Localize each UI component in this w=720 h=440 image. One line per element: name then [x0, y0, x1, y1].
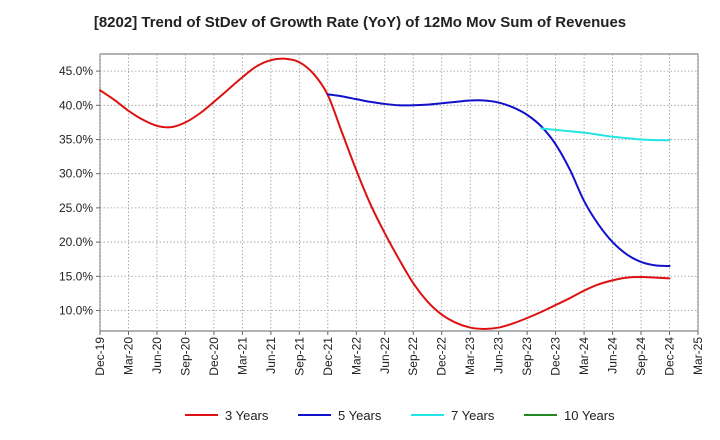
y-tick-label: 45.0% [59, 64, 93, 78]
x-tick-label: Sep-24 [634, 337, 648, 376]
y-tick-label: 20.0% [59, 235, 93, 249]
chart-title: [8202] Trend of StDev of Growth Rate (Yo… [93, 14, 627, 31]
x-tick-label: Mar-21 [235, 337, 249, 375]
y-axis: 10.0% 15.0% 20.0% 25.0% 30.0% 35.0% 40.0% 45.0% [59, 64, 100, 317]
series-line-5-years [326, 93, 671, 268]
x-tick-label: Dec-20 [207, 337, 221, 376]
grid [99, 54, 699, 331]
x-tick-label: Dec-24 [663, 337, 677, 376]
legend-label-5-years: 5 Years [338, 408, 382, 423]
x-tick-label: Sep-23 [520, 337, 534, 376]
x-tick-label: Mar-25 [691, 337, 705, 375]
legend-label-7-years: 7 Years [451, 408, 495, 423]
y-tick-label: 10.0% [59, 303, 93, 317]
x-tick-label: Jun-20 [150, 337, 164, 374]
x-tick-label: Dec-19 [93, 337, 107, 376]
x-axis: Dec-19 Mar-20 Jun-20 Sep-20 Dec-20 Mar-21 Jun-… [93, 331, 705, 376]
x-tick-label: Mar-22 [349, 337, 363, 375]
plot-area [99, 53, 699, 332]
y-tick-label: 15.0% [59, 269, 93, 283]
x-tick-label: Sep-22 [406, 337, 420, 376]
x-tick-label: Sep-21 [292, 337, 306, 376]
y-tick-label: 30.0% [59, 167, 93, 181]
x-tick-label: Dec-23 [549, 337, 563, 376]
y-tick-label: 40.0% [59, 98, 93, 112]
x-tick-label: Mar-23 [463, 337, 477, 375]
x-tick-label: Sep-20 [178, 337, 192, 376]
x-tick-label: Mar-20 [121, 337, 135, 375]
x-tick-label: Mar-24 [577, 337, 591, 375]
legend-label-3-years: 3 Years [225, 408, 269, 423]
series-line-7-years [540, 127, 671, 142]
series-group [99, 57, 671, 330]
x-tick-label: Jun-23 [492, 337, 506, 374]
y-tick-label: 35.0% [59, 132, 93, 146]
x-tick-label: Jun-22 [378, 337, 392, 374]
legend: 3 Years 5 Years 7 Years 10 Years [185, 408, 615, 423]
x-tick-label: Dec-21 [321, 337, 335, 376]
x-tick-label: Dec-22 [435, 337, 449, 376]
legend-label-10-years: 10 Years [564, 408, 615, 423]
y-tick-label: 25.0% [59, 201, 93, 215]
series-line-3-years [99, 57, 671, 330]
x-tick-label: Jun-24 [606, 337, 620, 374]
x-tick-label: Jun-21 [264, 337, 278, 374]
